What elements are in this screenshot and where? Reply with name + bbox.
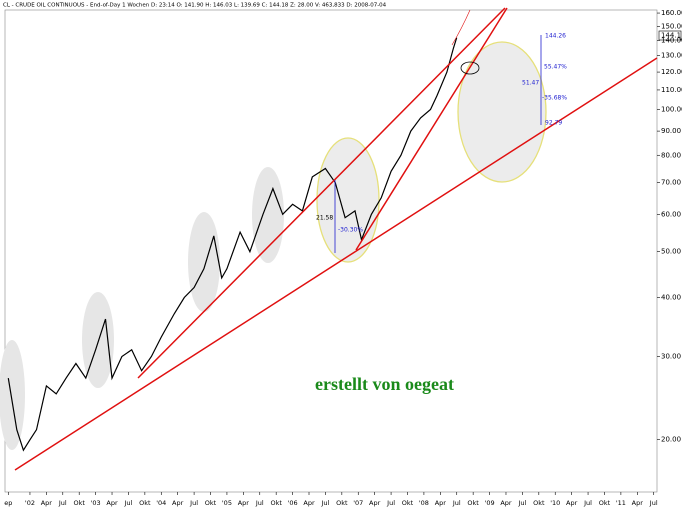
y-tick-label: 70.00	[661, 179, 681, 187]
x-tick-label: Okt	[336, 499, 348, 507]
y-tick-label: 20.00	[661, 436, 681, 444]
trend-line	[355, 7, 508, 251]
annotation: 55.47%	[544, 64, 567, 71]
x-tick-label: Apr	[369, 499, 381, 507]
y-tick-label: 160.00	[661, 9, 682, 17]
trend-curve	[451, 9, 471, 46]
x-tick-label: Apr	[41, 499, 53, 507]
measure-arrows	[334, 35, 542, 253]
yellow-ellipse	[457, 41, 547, 183]
last-price-box	[658, 30, 682, 41]
annotation: 144.26	[545, 33, 566, 40]
x-tick-label: '10	[550, 499, 560, 507]
x-tick-label: Jul	[255, 499, 264, 507]
y-tick-label: 150.00	[661, 22, 682, 30]
annotation: -30.30%	[338, 227, 363, 234]
chart-header: CL - CRUDE OIL CONTINUOUS - End-of-Day 1…	[3, 3, 387, 9]
x-tick-label: Jul	[583, 499, 592, 507]
x-tick-label: Jul	[189, 499, 198, 507]
watermark: erstellt von oegeat	[315, 374, 454, 394]
x-tick-label: '11	[616, 499, 626, 507]
y-tick-label: 50.00	[661, 248, 681, 256]
y-tick-label: 120.00	[661, 68, 682, 76]
y-tick-label: 140.00	[661, 36, 682, 44]
annotation: -35.68%	[542, 95, 567, 102]
x-tick-label: Okt	[73, 499, 85, 507]
x-tick-label: Okt	[205, 499, 217, 507]
x-tick-label: Apr	[238, 499, 250, 507]
x-tick-label: Okt	[270, 499, 282, 507]
gray-ellipse	[252, 167, 284, 263]
x-tick-label: Jul	[517, 499, 526, 507]
x-tick-label: Jul	[320, 499, 329, 507]
x-tick-label: Okt	[139, 499, 151, 507]
annotation: 51.47	[522, 80, 539, 87]
y-tick-label: 80.00	[661, 151, 681, 159]
x-tick-label: '07	[353, 499, 363, 507]
annotation: 21.58	[316, 215, 333, 222]
x-tick-label: Jul	[124, 499, 133, 507]
y-tick-label: 40.00	[661, 293, 681, 301]
y-tick-label: 30.00	[661, 353, 681, 361]
x-tick-label: Apr	[303, 499, 315, 507]
x-tick-label: Okt	[402, 499, 414, 507]
x-tick-label: Jul	[386, 499, 395, 507]
x-tick-label: '04	[156, 499, 166, 507]
gray-ellipse	[0, 340, 25, 450]
x-tick-label: Apr	[632, 499, 644, 507]
trend-line	[14, 57, 658, 471]
x-tick-label: Apr	[435, 499, 447, 507]
annotation: 92.79	[545, 120, 562, 127]
trend-lines	[14, 7, 658, 471]
x-tick-label: Okt	[599, 499, 611, 507]
price-plot	[7, 37, 458, 452]
y-tick-label: 130.00	[661, 52, 682, 60]
x-tick-label: Jul	[452, 499, 461, 507]
x-tick-label: '08	[419, 499, 429, 507]
x-tick-label: Okt	[533, 499, 545, 507]
gray-ellipse	[188, 212, 220, 312]
x-tick-label: '02	[25, 499, 35, 507]
x-tick-label: Apr	[500, 499, 512, 507]
x-tick-label: '09	[485, 499, 495, 507]
trend-line	[137, 7, 506, 379]
x-tick-label: Okt	[467, 499, 479, 507]
x-tick-label: '03	[91, 499, 101, 507]
x-tick-label: '05	[222, 499, 232, 507]
gray-ellipse	[82, 292, 114, 388]
y-tick-label: 100.00	[661, 105, 682, 113]
x-tick-label: Jul	[649, 499, 658, 507]
y-tick-label: 60.00	[661, 210, 681, 218]
x-tick-label: Jul	[58, 499, 67, 507]
x-tick-label: Apr	[106, 499, 118, 507]
last-price-label: 144.1	[661, 32, 681, 40]
yellow-ellipse	[316, 137, 380, 263]
x-tick-label: ep	[4, 499, 12, 507]
x-tick-label: Apr	[172, 499, 184, 507]
x-tick-label: Apr	[566, 499, 578, 507]
y-tick-label: 90.00	[661, 127, 681, 135]
x-tick-label: '06	[288, 499, 298, 507]
marker-ellipse	[460, 61, 480, 75]
y-tick-label: 110.00	[661, 86, 682, 94]
price-line	[7, 37, 458, 452]
